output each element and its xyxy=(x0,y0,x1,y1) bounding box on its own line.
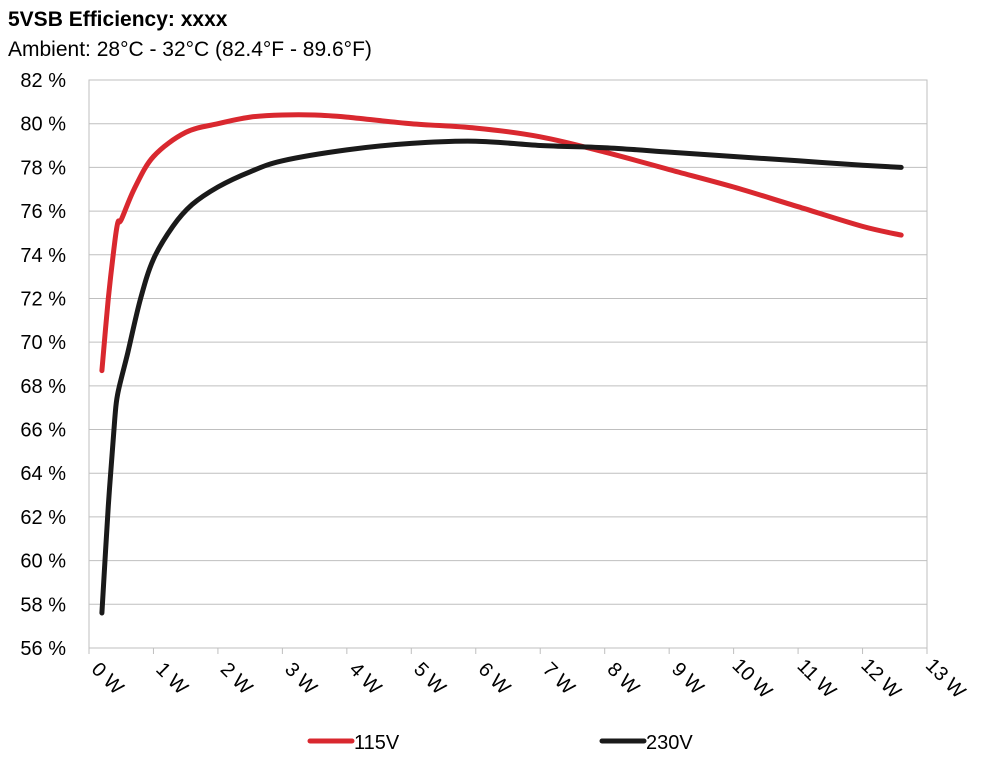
series-lines xyxy=(99,112,904,616)
y-tick-label: 66 % xyxy=(20,420,66,442)
x-tick-label: 13 W xyxy=(921,654,970,703)
x-tick-label: 11 W xyxy=(793,655,841,703)
y-tick-label: 78 % xyxy=(20,157,66,179)
x-tick-label: 9 W xyxy=(667,658,708,699)
y-axis: 56 % 58 % 60 % 62 % 64 % 66 % 68 % 70 % 72 % 74 %… xyxy=(20,70,66,660)
x-tick-label: 2 W xyxy=(216,658,257,699)
legend-label-115v: 115V xyxy=(354,732,400,754)
y-tick-label: 80 % xyxy=(20,114,66,136)
plot-area-border xyxy=(88,79,928,649)
x-tick-label: 12 W xyxy=(856,654,905,703)
x-tick-label: 5 W xyxy=(409,658,450,699)
y-tick-label: 76 % xyxy=(20,201,66,223)
y-tick-label: 72 % xyxy=(20,288,66,310)
y-tick-label: 58 % xyxy=(20,594,66,616)
x-tick-label: 3 W xyxy=(280,658,321,699)
chart-subtitle: Ambient: 28°C - 32°C (82.4°F - 89.6°F) xyxy=(8,38,372,61)
legend: 115V 230V xyxy=(307,732,693,754)
x-tick-label: 0 W xyxy=(87,658,128,699)
series-line-115v xyxy=(99,112,904,374)
y-tick-label: 70 % xyxy=(20,332,66,354)
y-tick-label: 74 % xyxy=(20,245,66,267)
chart-title: 5VSB Efficiency: xxxx xyxy=(8,8,228,31)
y-tick-label: 62 % xyxy=(20,507,66,529)
x-tick-label: 10 W xyxy=(728,654,777,703)
series-line-230v xyxy=(99,138,904,616)
x-tick-label: 7 W xyxy=(538,658,579,699)
y-tick-label: 68 % xyxy=(20,376,66,398)
x-tick-label: 6 W xyxy=(474,658,515,699)
x-tick-label: 4 W xyxy=(345,658,386,699)
x-tick-label: 8 W xyxy=(603,658,644,699)
x-tick-label: 1 W xyxy=(151,658,192,699)
y-tick-label: 56 % xyxy=(20,638,66,660)
y-tick-label: 64 % xyxy=(20,463,66,485)
legend-label-230v: 230V xyxy=(646,732,693,754)
grid-lines xyxy=(89,79,927,649)
y-tick-label: 60 % xyxy=(20,551,66,573)
y-tick-label: 82 % xyxy=(20,70,66,92)
x-axis: 0 W 1 W 2 W 3 W 4 W 5 W 6 W 7 W 8 W 9 W 10 W 11 W 12… xyxy=(87,648,970,703)
